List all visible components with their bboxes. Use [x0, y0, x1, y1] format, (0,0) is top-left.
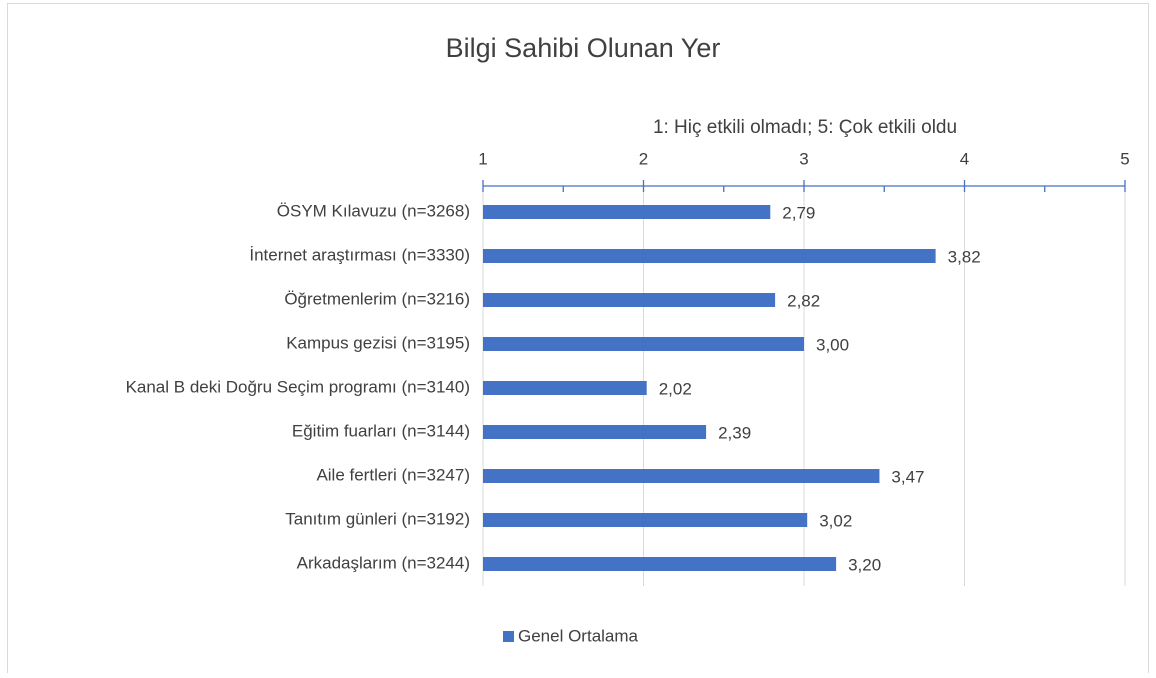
x-tick-label: 3	[799, 149, 808, 168]
data-label: 2,39	[718, 423, 751, 442]
bar	[483, 205, 771, 219]
data-label: 3,47	[891, 467, 924, 486]
legend-swatch	[503, 631, 514, 642]
bar	[483, 469, 880, 483]
y-tick-label: Kanal B deki Doğru Seçim programı (n=314…	[126, 377, 470, 396]
y-tick-label: İnternet araştırması (n=3330)	[249, 245, 470, 264]
data-label: 2,02	[659, 379, 692, 398]
bar	[483, 513, 808, 527]
data-label: 3,02	[819, 511, 852, 530]
bar	[483, 381, 647, 395]
bar	[483, 293, 776, 307]
bar	[483, 557, 837, 571]
x-tick-label: 4	[960, 149, 969, 168]
y-tick-label: Arkadaşlarım (n=3244)	[297, 553, 470, 572]
data-label: 2,82	[787, 291, 820, 310]
data-label: 2,79	[782, 203, 815, 222]
y-tick-label: Eğitim fuarları (n=3144)	[292, 421, 470, 440]
data-label: 3,20	[848, 555, 881, 574]
bar	[483, 249, 936, 263]
y-tick-label: Kampus gezisi (n=3195)	[286, 333, 470, 352]
axis-title: 1: Hiç etkili olmadı; 5: Çok etkili oldu	[653, 117, 957, 138]
x-tick-label: 5	[1120, 149, 1129, 168]
data-label: 3,82	[948, 247, 981, 266]
data-label: 3,00	[816, 335, 849, 354]
bar	[483, 425, 707, 439]
x-tick-label: 2	[639, 149, 648, 168]
y-tick-label: Aile fertleri (n=3247)	[316, 465, 470, 484]
legend-label: Genel Ortalama	[518, 626, 639, 645]
y-tick-label: Tanıtım günleri (n=3192)	[285, 509, 470, 528]
y-tick-label: ÖSYM Kılavuzu (n=3268)	[277, 201, 470, 220]
bar	[483, 337, 804, 351]
x-tick-label: 1	[478, 149, 487, 168]
chart-title: Bilgi Sahibi Olunan Yer	[446, 33, 721, 63]
y-tick-label: Öğretmenlerim (n=3216)	[284, 289, 470, 308]
